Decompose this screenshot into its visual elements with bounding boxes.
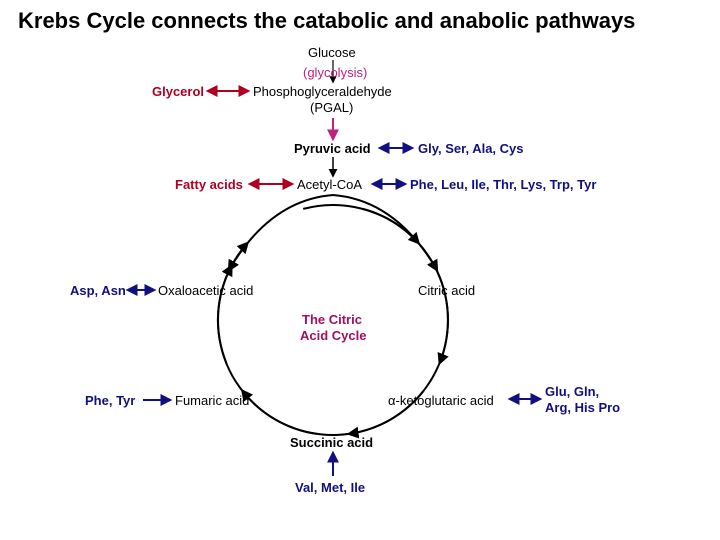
cycle-arc-fum-ox [218, 266, 231, 363]
label-center1: The Citric [302, 312, 362, 327]
page-title: Krebs Cycle connects the catabolic and a… [18, 8, 635, 34]
label-aketo: α-ketoglutaric acid [388, 393, 494, 408]
label-aa2: Phe, Leu, Ile, Thr, Lys, Trp, Tyr [410, 177, 596, 192]
label-fum: Fumaric acid [175, 393, 249, 408]
label-center2: Acid Cycle [300, 328, 366, 343]
label-aa3a: Glu, Gln, [545, 384, 599, 399]
label-oxalo: Oxaloacetic acid [158, 283, 253, 298]
label-glycerol: Glycerol [152, 84, 204, 99]
cycle-arc-succ-fum [242, 391, 317, 434]
label-valmet: Val, Met, Ile [295, 480, 365, 495]
cycle-arc-cit-ak [435, 266, 448, 363]
label-fatty: Fatty acids [175, 177, 243, 192]
label-phetyr: Phe, Tyr [85, 393, 135, 408]
label-acetyl: Acetyl-CoA [297, 177, 362, 192]
label-aa1: Gly, Ser, Ala, Cys [418, 141, 524, 156]
label-aspasn: Asp, Asn [70, 283, 126, 298]
label-pgal2: (PGAL) [310, 100, 353, 115]
label-citric: Citric acid [418, 283, 475, 298]
label-aa3b: Arg, His Pro [545, 400, 620, 415]
cycle-arc-ace-in-r [363, 209, 419, 243]
label-pgal1: Phosphoglyceraldehyde [253, 84, 392, 99]
label-succ: Succinic acid [290, 435, 373, 450]
diagram-svg [0, 0, 720, 540]
label-glucose: Glucose [308, 45, 356, 60]
label-glycolysis: (glycolysis) [303, 65, 367, 80]
label-pyruvic: Pyruvic acid [294, 141, 371, 156]
